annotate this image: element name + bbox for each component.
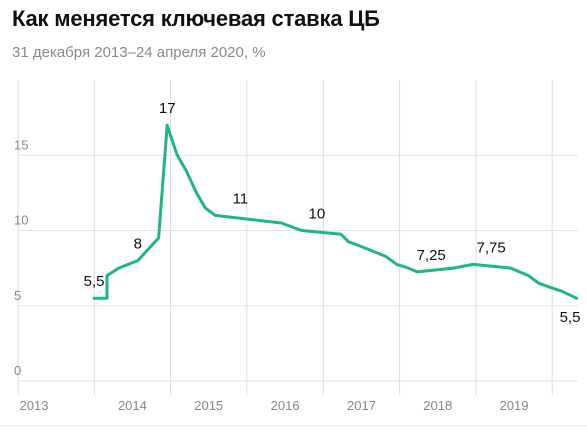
y-tick-label: 10	[14, 213, 28, 228]
x-tick-label: 2018	[423, 398, 452, 413]
grid	[17, 80, 578, 395]
series-layer	[92, 123, 579, 300]
data-label: 7,25	[417, 247, 446, 264]
x-tick-label: 2014	[118, 398, 147, 413]
x-tick-label: 2013	[20, 398, 49, 413]
data-label: 10	[309, 206, 326, 223]
data-label: 7,75	[477, 239, 506, 256]
data-label: 8	[134, 236, 142, 253]
data-label: 5,5	[560, 309, 581, 326]
data-label: 17	[159, 100, 176, 117]
y-tick-label: 0	[14, 363, 21, 378]
x-tick-label: 2016	[271, 398, 300, 413]
y-tick-label: 5	[14, 288, 21, 303]
data-label: 5,5	[84, 273, 105, 290]
x-tick-label: 2015	[194, 398, 223, 413]
data-labels: 5,5 8 17 11 10 7,25 7,75 5,5	[84, 100, 581, 326]
data-label: 11	[233, 190, 249, 207]
chart-title: Как меняется ключевая ставка ЦБ	[12, 6, 380, 31]
chart-subtitle: 31 декабря 2013–24 апреля 2020, %	[12, 44, 266, 61]
series-line	[92, 123, 579, 300]
y-tick-label: 15	[14, 137, 28, 152]
axes: 0 5 10 15 2013 2014 2015 2016 2017 2018 2019	[0, 137, 587, 427]
x-tick-label: 2017	[347, 398, 376, 413]
x-tick-label: 2019	[500, 398, 529, 413]
